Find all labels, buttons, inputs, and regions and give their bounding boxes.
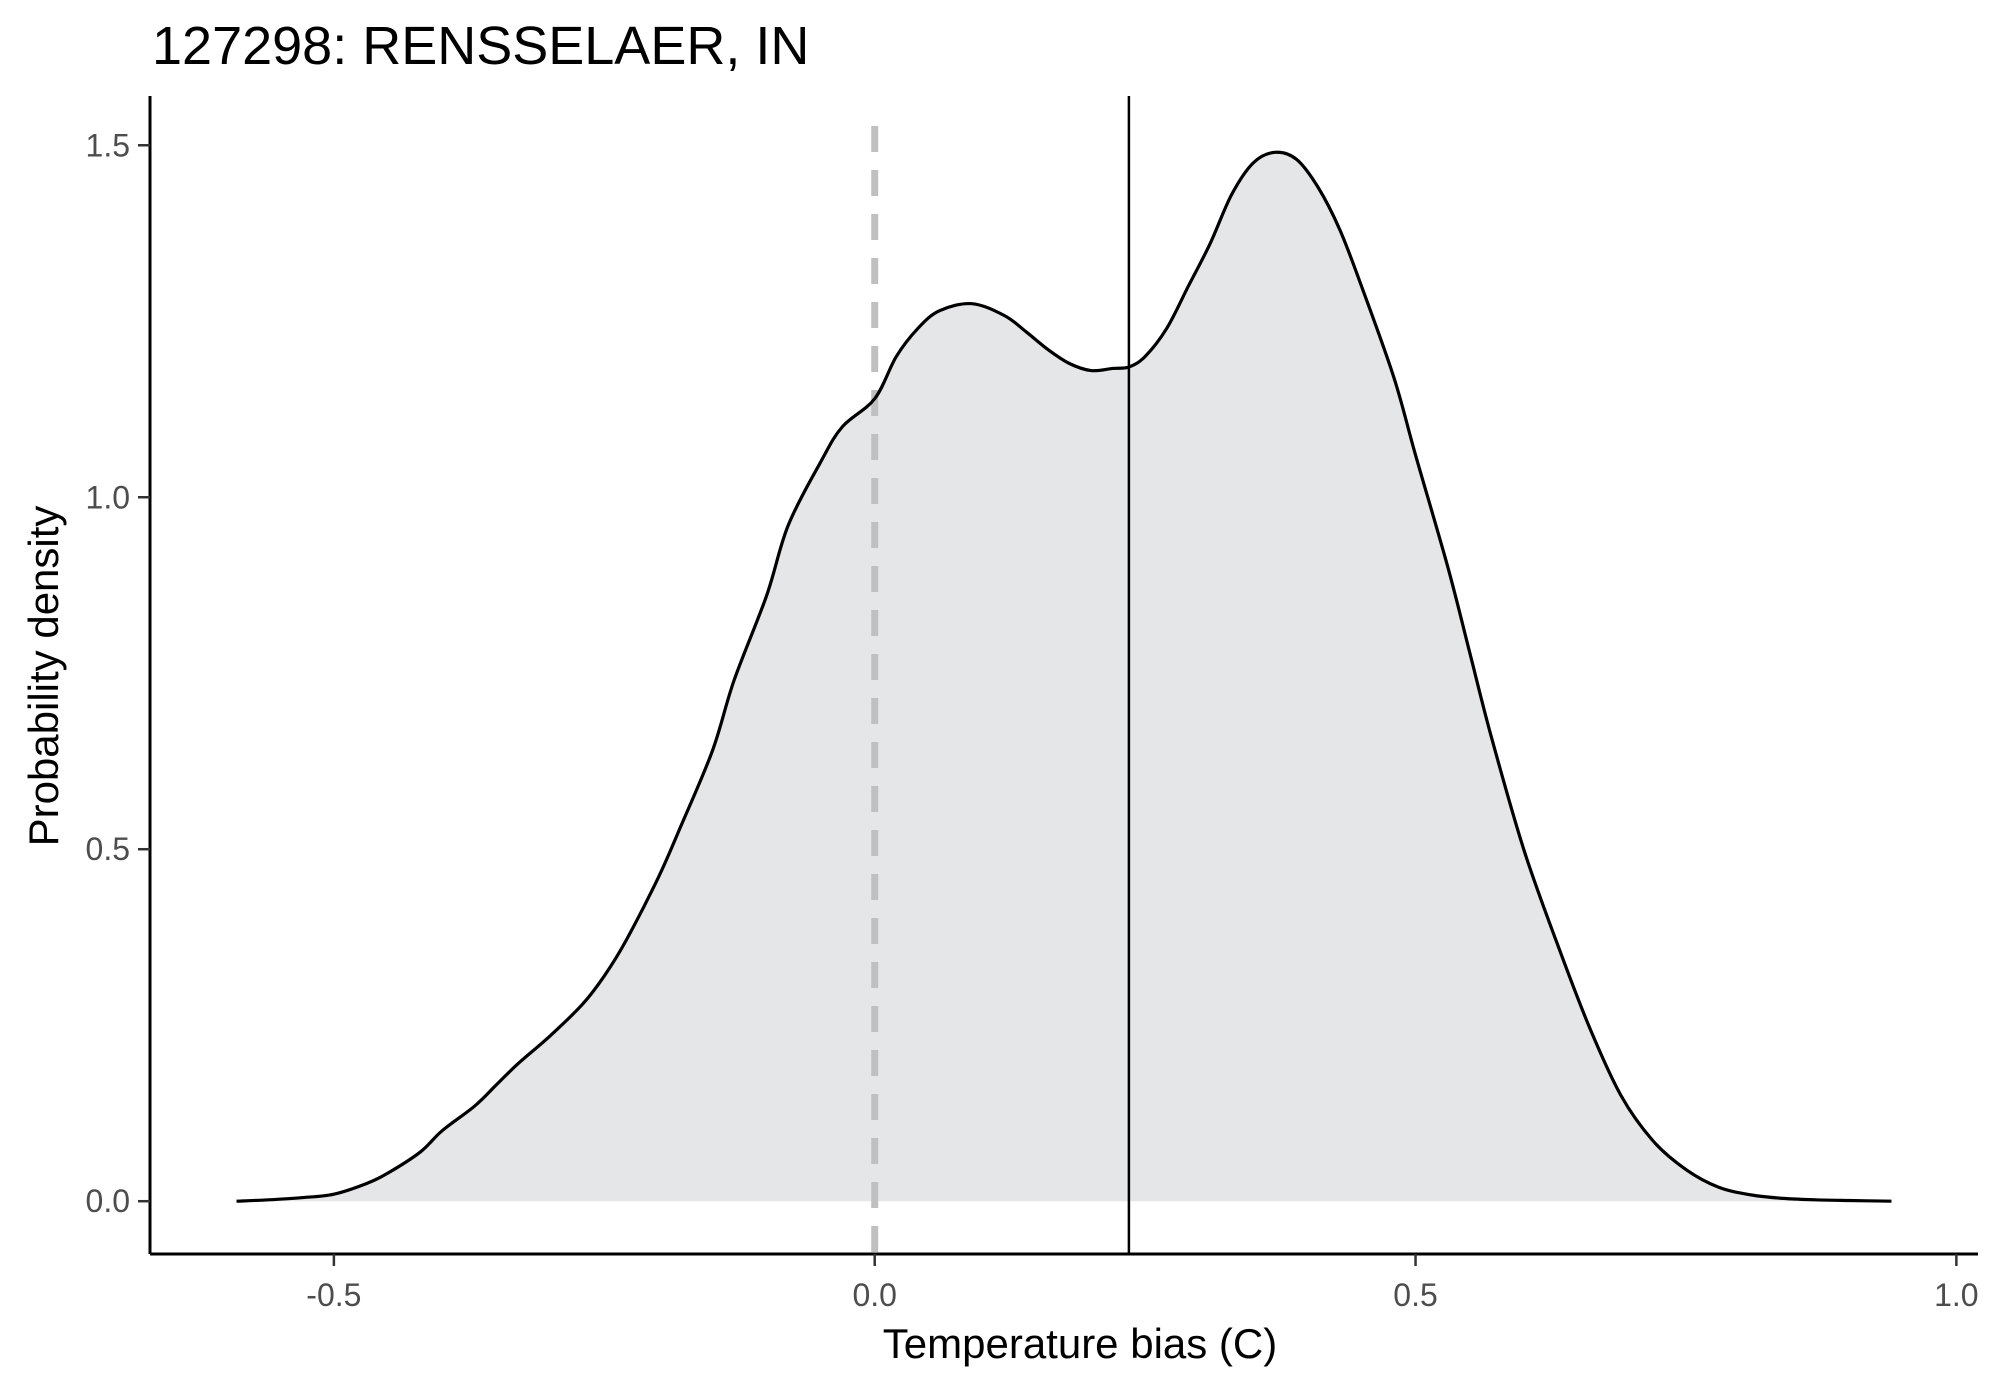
y-tick-label: 1.5 — [86, 127, 130, 163]
x-tick-label: 0.0 — [852, 1277, 896, 1313]
y-axis-title: Probability density — [20, 506, 67, 847]
chart-title: 127298: RENSSELAER, IN — [152, 16, 809, 76]
y-tick-label: 1.0 — [86, 479, 130, 515]
y-axis-ticks: 0.0 0.5 1.0 1.5 — [86, 127, 150, 1219]
density-fill — [236, 152, 1892, 1202]
x-tick-label: 1.0 — [1934, 1277, 1978, 1313]
x-tick-label: -0.5 — [306, 1277, 361, 1313]
y-tick-label: 0.5 — [86, 831, 130, 867]
x-axis-title: Temperature bias (C) — [883, 1320, 1277, 1367]
x-tick-label: 0.5 — [1393, 1277, 1437, 1313]
y-tick-label: 0.0 — [86, 1183, 130, 1219]
x-axis-ticks: -0.5 0.0 0.5 1.0 — [306, 1254, 1979, 1313]
density-curve — [236, 150, 1892, 1203]
plot-area — [236, 96, 1892, 1254]
